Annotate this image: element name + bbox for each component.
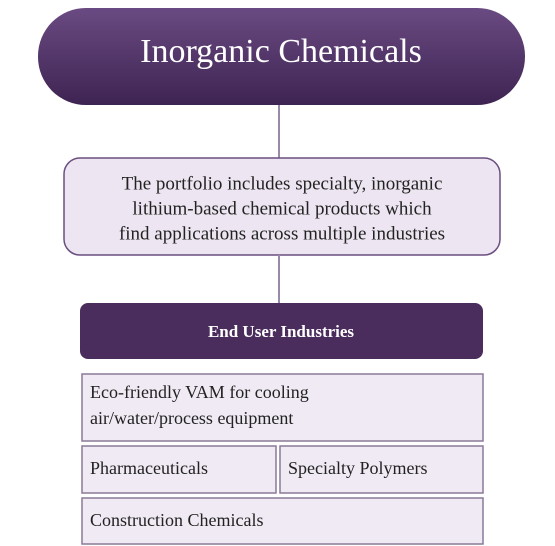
industry-box — [81, 373, 484, 442]
industry-text: Eco-friendly VAM for cooling — [90, 382, 309, 402]
description-box — [63, 157, 501, 256]
industry-text: air/water/process equipment — [90, 408, 293, 428]
industry-text: Pharmaceuticals — [90, 458, 208, 478]
description-line: find applications across multiple indust… — [119, 223, 445, 244]
section-title: End User Industries — [208, 322, 354, 341]
description-line: lithium-based chemical products which — [132, 198, 432, 219]
industry-text: Specialty Polymers — [288, 458, 427, 478]
section-header — [80, 303, 483, 359]
title: Inorganic Chemicals — [140, 33, 422, 70]
industry-text: Construction Chemicals — [90, 510, 263, 530]
description-line: The portfolio includes specialty, inorga… — [122, 173, 443, 194]
industry-box — [81, 497, 484, 545]
industry-box — [81, 445, 277, 494]
title-pill — [38, 8, 525, 105]
industry-box — [279, 445, 484, 494]
